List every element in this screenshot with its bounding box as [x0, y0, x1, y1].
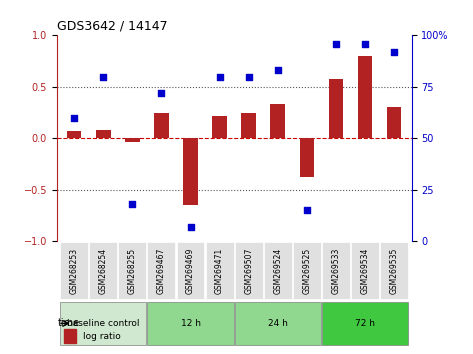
FancyBboxPatch shape — [351, 242, 379, 299]
Bar — [299, 138, 314, 177]
Bar — [125, 138, 140, 142]
FancyBboxPatch shape — [148, 302, 234, 344]
Point — [158, 90, 165, 96]
Bar — [212, 116, 227, 138]
Text: GSM269533: GSM269533 — [332, 247, 341, 294]
Bar — [271, 104, 285, 138]
Bar — [96, 130, 111, 138]
Bar — [64, 329, 76, 343]
Bar — [183, 138, 198, 205]
FancyBboxPatch shape — [60, 242, 88, 299]
Text: GDS3642 / 14147: GDS3642 / 14147 — [57, 20, 167, 33]
Text: GSM269507: GSM269507 — [244, 247, 253, 294]
Text: 72 h: 72 h — [355, 319, 375, 328]
Bar — [67, 131, 81, 138]
Text: 12 h: 12 h — [181, 319, 201, 328]
FancyBboxPatch shape — [176, 242, 204, 299]
Text: GSM269471: GSM269471 — [215, 247, 224, 293]
FancyBboxPatch shape — [206, 242, 234, 299]
Text: GSM269535: GSM269535 — [390, 247, 399, 294]
Text: GSM269524: GSM269524 — [273, 247, 282, 293]
Point — [99, 74, 107, 79]
Point — [361, 41, 369, 46]
FancyBboxPatch shape — [293, 242, 321, 299]
Text: 24 h: 24 h — [268, 319, 288, 328]
Bar — [358, 56, 372, 138]
FancyBboxPatch shape — [322, 242, 350, 299]
Text: baseline control: baseline control — [67, 319, 140, 328]
FancyBboxPatch shape — [60, 302, 146, 344]
FancyBboxPatch shape — [235, 242, 263, 299]
Bar — [241, 113, 256, 138]
Point — [332, 41, 340, 46]
FancyBboxPatch shape — [235, 302, 321, 344]
Point — [70, 115, 78, 120]
Point — [187, 224, 194, 229]
FancyBboxPatch shape — [380, 242, 408, 299]
FancyBboxPatch shape — [264, 242, 292, 299]
Text: GSM268255: GSM268255 — [128, 247, 137, 293]
Text: GSM269467: GSM269467 — [157, 247, 166, 294]
Bar — [154, 113, 169, 138]
Text: GSM268254: GSM268254 — [99, 247, 108, 293]
Point — [129, 201, 136, 207]
Point — [303, 207, 311, 213]
Bar — [329, 79, 343, 138]
Bar — [387, 107, 401, 138]
FancyBboxPatch shape — [322, 302, 408, 344]
Text: GSM269525: GSM269525 — [302, 247, 311, 293]
FancyBboxPatch shape — [89, 242, 117, 299]
Text: GSM269469: GSM269469 — [186, 247, 195, 294]
Text: GSM268253: GSM268253 — [70, 247, 79, 293]
Text: log ratio: log ratio — [83, 332, 121, 341]
Text: GSM269534: GSM269534 — [360, 247, 369, 294]
Point — [390, 49, 398, 55]
Point — [216, 74, 223, 79]
FancyBboxPatch shape — [118, 242, 146, 299]
Point — [274, 68, 281, 73]
FancyBboxPatch shape — [148, 242, 175, 299]
Text: time: time — [57, 318, 79, 329]
Point — [245, 74, 253, 79]
